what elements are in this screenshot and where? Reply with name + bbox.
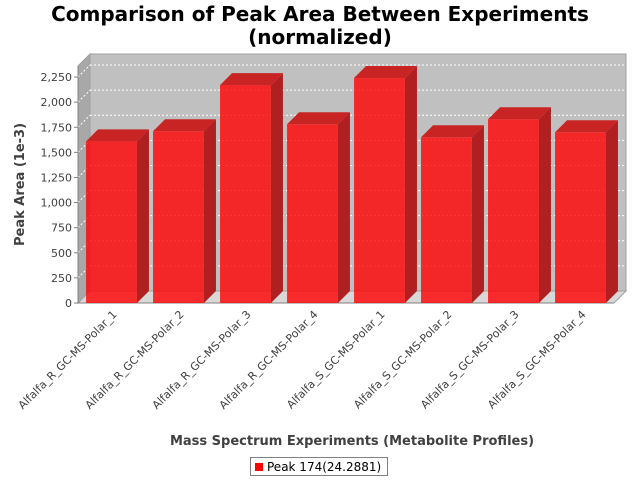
bar-front bbox=[153, 131, 204, 303]
y-tick-label: 2,000 bbox=[41, 96, 73, 109]
gridline-side bbox=[77, 140, 91, 153]
y-tick-label: 1,750 bbox=[41, 121, 73, 134]
gridline-side bbox=[77, 165, 91, 178]
y-axis-title: Peak Area (1e-3) bbox=[13, 123, 28, 246]
bar-front bbox=[86, 141, 137, 303]
bar-side bbox=[203, 119, 216, 303]
bar-front bbox=[555, 132, 606, 303]
bar-top bbox=[220, 73, 283, 86]
bar-side bbox=[136, 129, 149, 303]
bar bbox=[220, 73, 283, 303]
bar-side bbox=[404, 66, 417, 304]
gridline-side bbox=[77, 64, 91, 78]
bar-top bbox=[153, 119, 216, 132]
bar-side bbox=[270, 73, 283, 303]
bar bbox=[421, 125, 484, 304]
chart-subtitle: (normalized) bbox=[248, 25, 392, 49]
y-tick-label: 1,000 bbox=[41, 197, 73, 210]
bar bbox=[488, 107, 551, 303]
gridline-side bbox=[77, 240, 91, 254]
bar-side bbox=[605, 120, 618, 303]
bar-top bbox=[555, 120, 618, 133]
bar bbox=[354, 66, 417, 304]
bar-top bbox=[287, 112, 350, 125]
bar-front bbox=[287, 124, 338, 304]
y-tick-label: 2,250 bbox=[41, 71, 73, 84]
bar bbox=[287, 112, 350, 304]
bar-side bbox=[471, 125, 484, 304]
bar-top bbox=[354, 66, 417, 79]
y-tick-label: 500 bbox=[51, 247, 72, 260]
gridline-side bbox=[77, 215, 91, 229]
bar-front bbox=[421, 137, 472, 303]
legend: Peak 174(24.2881) bbox=[250, 457, 388, 476]
bar-top bbox=[421, 125, 484, 138]
bar-front bbox=[488, 119, 539, 303]
bar-top bbox=[86, 129, 149, 142]
bar-side bbox=[538, 107, 551, 303]
gridline-side bbox=[77, 265, 91, 279]
x-axis-title: Mass Spectrum Experiments (Metabolite Pr… bbox=[170, 434, 534, 449]
bar-front bbox=[354, 78, 405, 304]
bar bbox=[86, 129, 149, 303]
bar-side bbox=[337, 112, 350, 304]
chart-title: Comparison of Peak Area Between Experime… bbox=[51, 2, 589, 26]
bar-front bbox=[220, 85, 271, 303]
gridline-side bbox=[77, 190, 91, 203]
legend-label: Peak 174(24.2881) bbox=[267, 459, 382, 474]
y-tick-label: 250 bbox=[51, 272, 72, 285]
y-tick-label: 750 bbox=[51, 222, 72, 235]
y-tick-label: 0 bbox=[65, 297, 72, 310]
bar-top bbox=[488, 107, 551, 120]
gridline-side bbox=[77, 114, 91, 128]
y-tick-label: 1,250 bbox=[41, 171, 73, 184]
bar bbox=[555, 120, 618, 303]
y-tick-label: 1,500 bbox=[41, 146, 73, 159]
gridline-side bbox=[77, 89, 91, 103]
bar bbox=[153, 119, 216, 303]
legend-swatch bbox=[255, 462, 263, 471]
